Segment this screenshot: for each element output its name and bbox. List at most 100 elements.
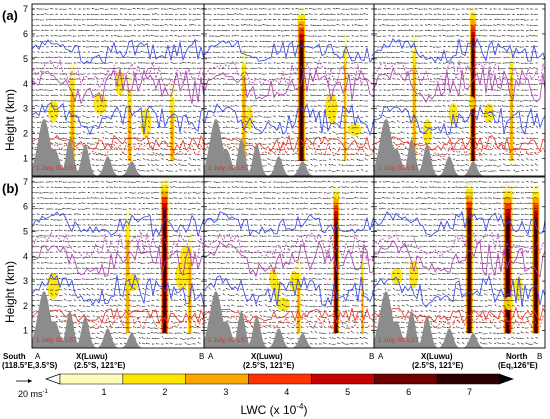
contour-red-dashed: [201, 141, 377, 157]
y-tick-label: 5: [23, 54, 28, 64]
lwc-patch: [175, 261, 189, 290]
panel-time-stamp: 1 July, 02 LST: [208, 165, 249, 172]
y-tick-label: 7: [23, 4, 28, 14]
contour-blue-upper: [32, 211, 205, 237]
contour-red-dashed: [32, 314, 205, 330]
panel-frame: [373, 3, 546, 177]
contour-blue-upper: [371, 210, 545, 236]
lwc-band: [297, 287, 300, 334]
contour-red-dashed: [201, 315, 377, 330]
panel-time-stamp: 1 July, 03 LST: [378, 165, 419, 172]
lwc-band: [468, 220, 471, 334]
colorbar-segment: [248, 373, 312, 385]
panel-b-3: 1 July, 03 LST: [371, 177, 545, 348]
lwc-patch: [48, 100, 59, 122]
lwc-patch: [328, 111, 336, 125]
contour-purple-dashed: [32, 231, 205, 260]
panel-label-a: (a): [2, 8, 18, 23]
lwc-band: [242, 79, 246, 162]
y-tick-label: 4: [23, 79, 28, 89]
panel-a-3: 1 July, 03 LST: [371, 4, 545, 176]
colorbar-title: LWC (x 10-4): [241, 402, 308, 417]
north-label: North: [506, 352, 527, 361]
lwc-band: [413, 65, 416, 162]
contour-purple-solid: [371, 239, 545, 278]
lwc-patch: [114, 71, 125, 96]
lwc-band: [510, 78, 513, 162]
y-tick-labels: 1 2 3 4 5 6 7 1 2 3 4 5 6 7: [23, 4, 545, 336]
y-tick-label: 4: [23, 251, 28, 261]
panel-frame: [373, 176, 546, 349]
y-tick-label: 1: [23, 154, 28, 164]
end-b-label-2: B: [369, 352, 374, 361]
luwu-label-3: X(Luwu): [421, 352, 453, 361]
colorbar-tick-label: 7: [467, 387, 472, 397]
contour-purple-dashed: [201, 59, 377, 87]
colorbar-high-arrow: [500, 374, 514, 384]
y-axis-label-a: Height (km): [3, 89, 17, 151]
lwc-shading: [269, 186, 365, 334]
luwu-label-2: X(Luwu): [251, 352, 283, 361]
colorbar-low-arrow: [44, 373, 61, 385]
colorbar-segment: [59, 373, 124, 385]
contour-blue-upper: [201, 40, 377, 64]
colorbar-tick-label: 2: [162, 387, 167, 397]
y-tick-label: 6: [23, 29, 28, 39]
luwu-coord-3: (2.5°S, 121°E): [412, 361, 464, 370]
end-a-label-3: A: [378, 352, 384, 361]
colorbar-segment: [185, 373, 249, 385]
lwc-patch: [289, 270, 298, 292]
lwc-shading: [241, 8, 362, 162]
end-b-label-3: B: [537, 352, 542, 361]
lwc-patch: [125, 274, 140, 292]
lwc-band: [506, 221, 510, 334]
lwc-band: [170, 112, 174, 162]
lwc-band: [163, 215, 166, 334]
contour-blue-lower: [201, 102, 377, 137]
lwc-band: [300, 46, 303, 162]
contour-purple-dashed: [201, 232, 377, 262]
contour-blue-upper: [371, 37, 545, 63]
contour-blue-lower: [32, 102, 205, 136]
contour-red: [371, 135, 545, 153]
terrain: [374, 291, 545, 348]
panel-b-1: 1 July, 02 LST: [32, 177, 205, 348]
terrain: [204, 118, 374, 176]
lwc-patch: [469, 96, 476, 110]
colorbar-tick-label: 6: [406, 387, 411, 397]
lwc-band: [534, 223, 537, 334]
contour-red-dashed: [32, 142, 205, 157]
colorbar-tick-label: 4: [284, 387, 289, 397]
contour-blue-lower: [32, 273, 205, 307]
contour-red: [201, 307, 377, 325]
lwc-band: [344, 64, 346, 162]
lwc-band: [128, 105, 131, 162]
panel-time-stamp: 1 July, 02 LST: [208, 337, 249, 344]
contour-blue-lower: [201, 275, 377, 308]
lwc-patch: [390, 268, 403, 285]
colorbar-segment: [436, 373, 501, 385]
y-tick-label: 3: [23, 104, 28, 114]
lwc-patch: [408, 260, 419, 289]
contour-purple-dashed: [371, 60, 545, 87]
lwc-patch: [348, 123, 362, 136]
end-a-label-1: A: [35, 352, 41, 361]
colorbar-segment: [122, 373, 186, 385]
contour-red-dashed: [371, 314, 545, 330]
contour-purple-solid: [371, 67, 545, 104]
lwc-patch: [93, 94, 108, 115]
panel-row-a: 1 July, 03 LST 1 July, 02 LST 1 July, 03 L…: [31, 3, 546, 177]
panel-row-b: 1 July, 02 LST 1 July, 02 LST 1 July, 03 L…: [31, 176, 546, 349]
contour-red: [32, 134, 205, 152]
luwu-label-1: X(Luwu): [76, 352, 108, 361]
end-b-label-1: B: [199, 352, 204, 361]
y-tick-label: 7: [23, 177, 28, 187]
reference-vector-label: 20 ms-1: [18, 389, 49, 399]
colorbar-tick-label: 5: [345, 387, 350, 397]
panel-a-2: 1 July, 02 LST: [201, 4, 377, 176]
north-coord: (Eq,126°E): [498, 361, 538, 370]
colorbar-tick-label: 3: [223, 387, 228, 397]
y-tick-label: 2: [23, 129, 28, 139]
